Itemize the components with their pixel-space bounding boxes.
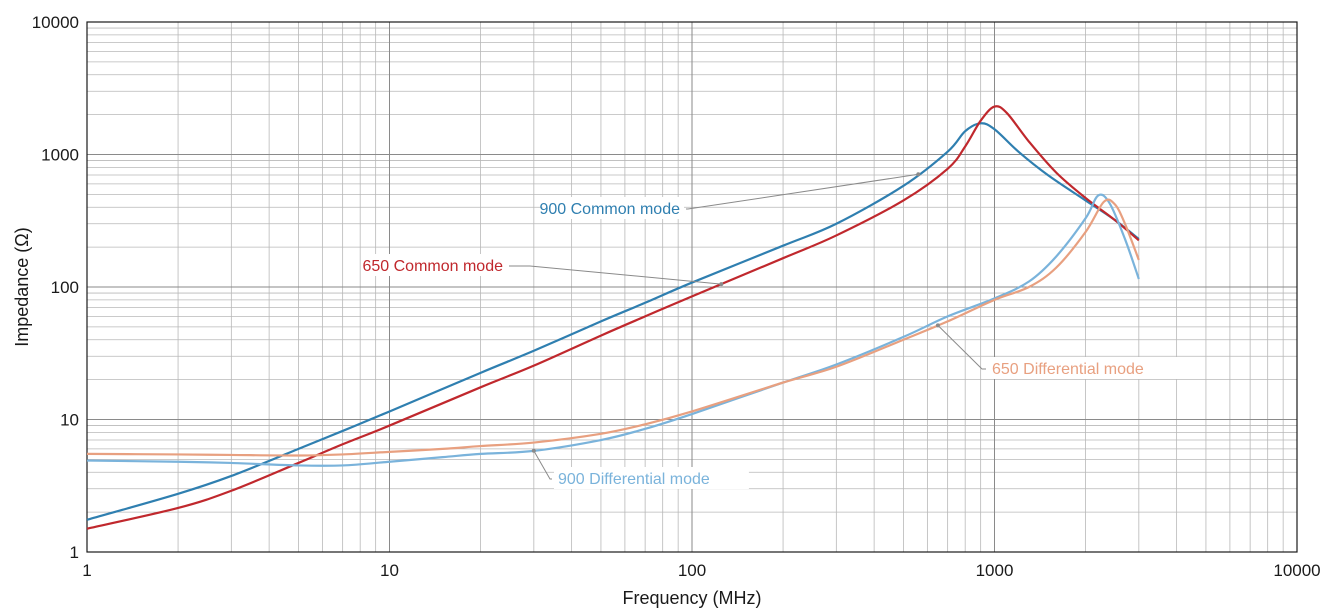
leader-dot: [719, 282, 724, 287]
x-axis-title: Frequency (MHz): [622, 588, 761, 608]
x-tick-label: 100: [678, 561, 706, 580]
y-tick-label: 100: [51, 278, 79, 297]
series-line-900-differential-mode: [86, 193, 1140, 467]
leader-line: [533, 450, 552, 480]
y-axis-title: Impedance (Ω): [12, 227, 32, 347]
annotation-label-bg: [554, 467, 749, 489]
annotation-label-650-differential-mode: 650 Differential mode: [992, 361, 1144, 378]
leader-dot: [531, 448, 536, 453]
y-tick-label: 10000: [32, 13, 79, 32]
x-axis-tick-labels: 1 10 100 1000 10000: [82, 561, 1320, 580]
y-axis-tick-labels: 1 10 100 1000 10000: [32, 13, 79, 562]
annotation-label-bg: [365, 254, 507, 276]
annotation-label-bg: [542, 197, 684, 219]
leader-line: [686, 173, 919, 210]
series-line-900-common-mode: [86, 122, 1140, 521]
leader-line: [509, 265, 722, 285]
y-tick-label: 1000: [41, 146, 79, 165]
y-tick-label: 10: [60, 411, 79, 430]
annotation-label-650-common-mode: 650 Common mode: [362, 258, 503, 275]
annotation-label-900-common-mode: 900 Common mode: [539, 201, 680, 218]
annotation-leaders: 900 Common mode 650 Common mode 650 Differ…: [362, 172, 1183, 489]
x-tick-label: 1000: [976, 561, 1014, 580]
y-tick-label: 1: [70, 543, 79, 562]
series-lines: [86, 105, 1140, 530]
leader-dot: [916, 172, 921, 177]
leader-line: [937, 325, 986, 370]
x-tick-label: 10000: [1273, 561, 1320, 580]
leader-dot: [935, 323, 940, 328]
annotation-label-900-differential-mode: 900 Differential mode: [558, 471, 710, 488]
series-line-650-common-mode: [86, 105, 1140, 530]
x-tick-label: 1: [82, 561, 91, 580]
annotation-label-bg: [988, 357, 1183, 379]
plot-frame: [86, 21, 1298, 553]
x-tick-label: 10: [380, 561, 399, 580]
series-line-650-differential-mode: [86, 198, 1140, 457]
